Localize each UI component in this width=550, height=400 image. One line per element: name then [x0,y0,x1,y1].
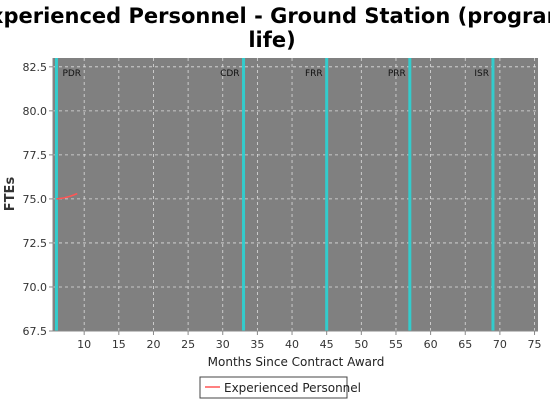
x-tick-label-65: 65 [458,338,472,351]
x-tick-label-10: 10 [77,338,91,351]
x-tick-label-20: 20 [146,338,160,351]
milestone-label-cdr: CDR [220,69,239,79]
x-tick-label-40: 40 [285,338,299,351]
y-tick-label-1: 70.0 [23,281,48,294]
y-ticks: 67.5 70.0 72.5 75.0 77.5 80.0 82.5 [23,61,53,338]
milestones: PDR CDR FRR PRR ISR [54,58,495,331]
series-layer [56,192,78,200]
x-tick-label-50: 50 [354,338,368,351]
y-tick-label-5: 80.0 [23,105,48,118]
x-tick-label-75: 75 [528,338,542,351]
y-tick-label-6: 82.5 [23,61,48,74]
y-tick-label-4: 77.5 [23,149,48,162]
x-tick-label-35: 35 [250,338,264,351]
milestone-label-prr: PRR [388,69,406,79]
y-axis-label: FTEs [3,177,18,212]
x-tick-label-30: 30 [216,338,230,351]
x-tick-label-15: 15 [112,338,126,351]
chart-title-line-2: life) [248,28,295,52]
series-line-0 [56,192,78,200]
x-tick-label-70: 70 [493,338,507,351]
grid [53,58,538,332]
plot-area [53,58,538,331]
x-tick-label-25: 25 [181,338,195,351]
chart-title-line-1: Experienced Personnel - Ground Station (… [0,4,550,28]
x-tick-label-45: 45 [320,338,334,351]
x-tick-label-55: 55 [389,338,403,351]
legend-label-experienced-personnel: Experienced Personnel [224,381,361,395]
milestone-label-frr: FRR [305,69,323,79]
legend: Experienced Personnel [199,376,361,399]
y-tick-label-0: 67.5 [23,325,48,338]
y-tick-label-2: 72.5 [23,237,48,250]
x-tick-label-60: 60 [424,338,438,351]
milestone-label-isr: ISR [474,69,489,79]
x-ticks: 10 15 20 25 30 35 40 45 50 55 60 65 70 75 [77,331,542,351]
milestone-label-pdr: PDR [62,69,81,79]
y-tick-label-3: 75.0 [23,193,48,206]
legend-box [199,376,348,399]
x-axis-label: Months Since Contract Award [208,355,385,369]
